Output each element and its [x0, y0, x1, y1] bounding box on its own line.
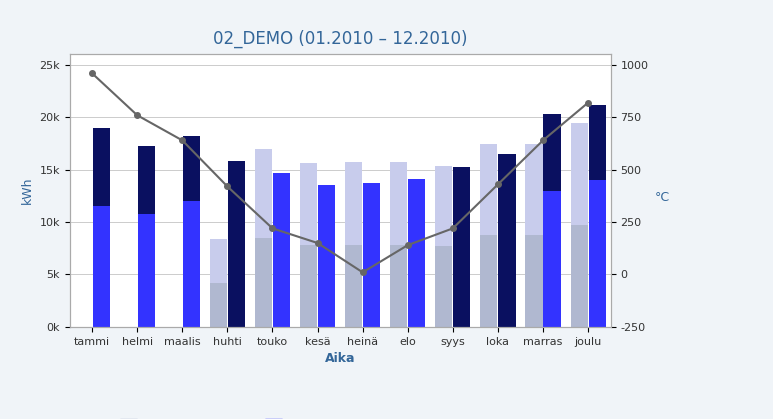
Title: 02_DEMO (01.2010 – 12.2010): 02_DEMO (01.2010 – 12.2010): [213, 29, 468, 48]
Bar: [390, 163, 407, 245]
Bar: [435, 166, 452, 246]
Bar: [588, 180, 606, 327]
Bar: [363, 184, 380, 327]
Bar: [182, 136, 200, 201]
Bar: [570, 225, 587, 327]
Bar: [255, 238, 272, 327]
Bar: [499, 154, 516, 327]
Bar: [300, 245, 317, 327]
Bar: [228, 161, 245, 327]
Bar: [345, 163, 363, 245]
Bar: [543, 191, 560, 327]
Bar: [435, 246, 452, 327]
Bar: [480, 235, 498, 327]
Bar: [93, 207, 110, 327]
Bar: [570, 123, 587, 225]
Bar: [480, 143, 498, 235]
Y-axis label: °C: °C: [655, 191, 670, 204]
Y-axis label: kWh: kWh: [21, 177, 34, 204]
Bar: [209, 239, 227, 283]
Bar: [273, 173, 290, 327]
Bar: [300, 163, 317, 245]
Bar: [390, 245, 407, 327]
Bar: [138, 146, 155, 214]
Bar: [138, 214, 155, 327]
X-axis label: Aika: Aika: [325, 352, 356, 365]
Bar: [526, 235, 543, 327]
Legend: Muuaika 2009, Talviarkipäivä 2009, Muuaika 2010, Talviarkipäivä 2010, Lämmitysta: Muuaika 2009, Talviarkipäivä 2009, Muuai…: [116, 414, 434, 419]
Bar: [408, 179, 425, 327]
Bar: [588, 105, 606, 180]
Bar: [255, 149, 272, 238]
Bar: [526, 143, 543, 235]
Bar: [345, 245, 363, 327]
Bar: [182, 201, 200, 327]
Bar: [209, 283, 227, 327]
Bar: [543, 114, 560, 191]
Bar: [318, 186, 335, 327]
Bar: [453, 167, 471, 327]
Bar: [93, 128, 110, 207]
